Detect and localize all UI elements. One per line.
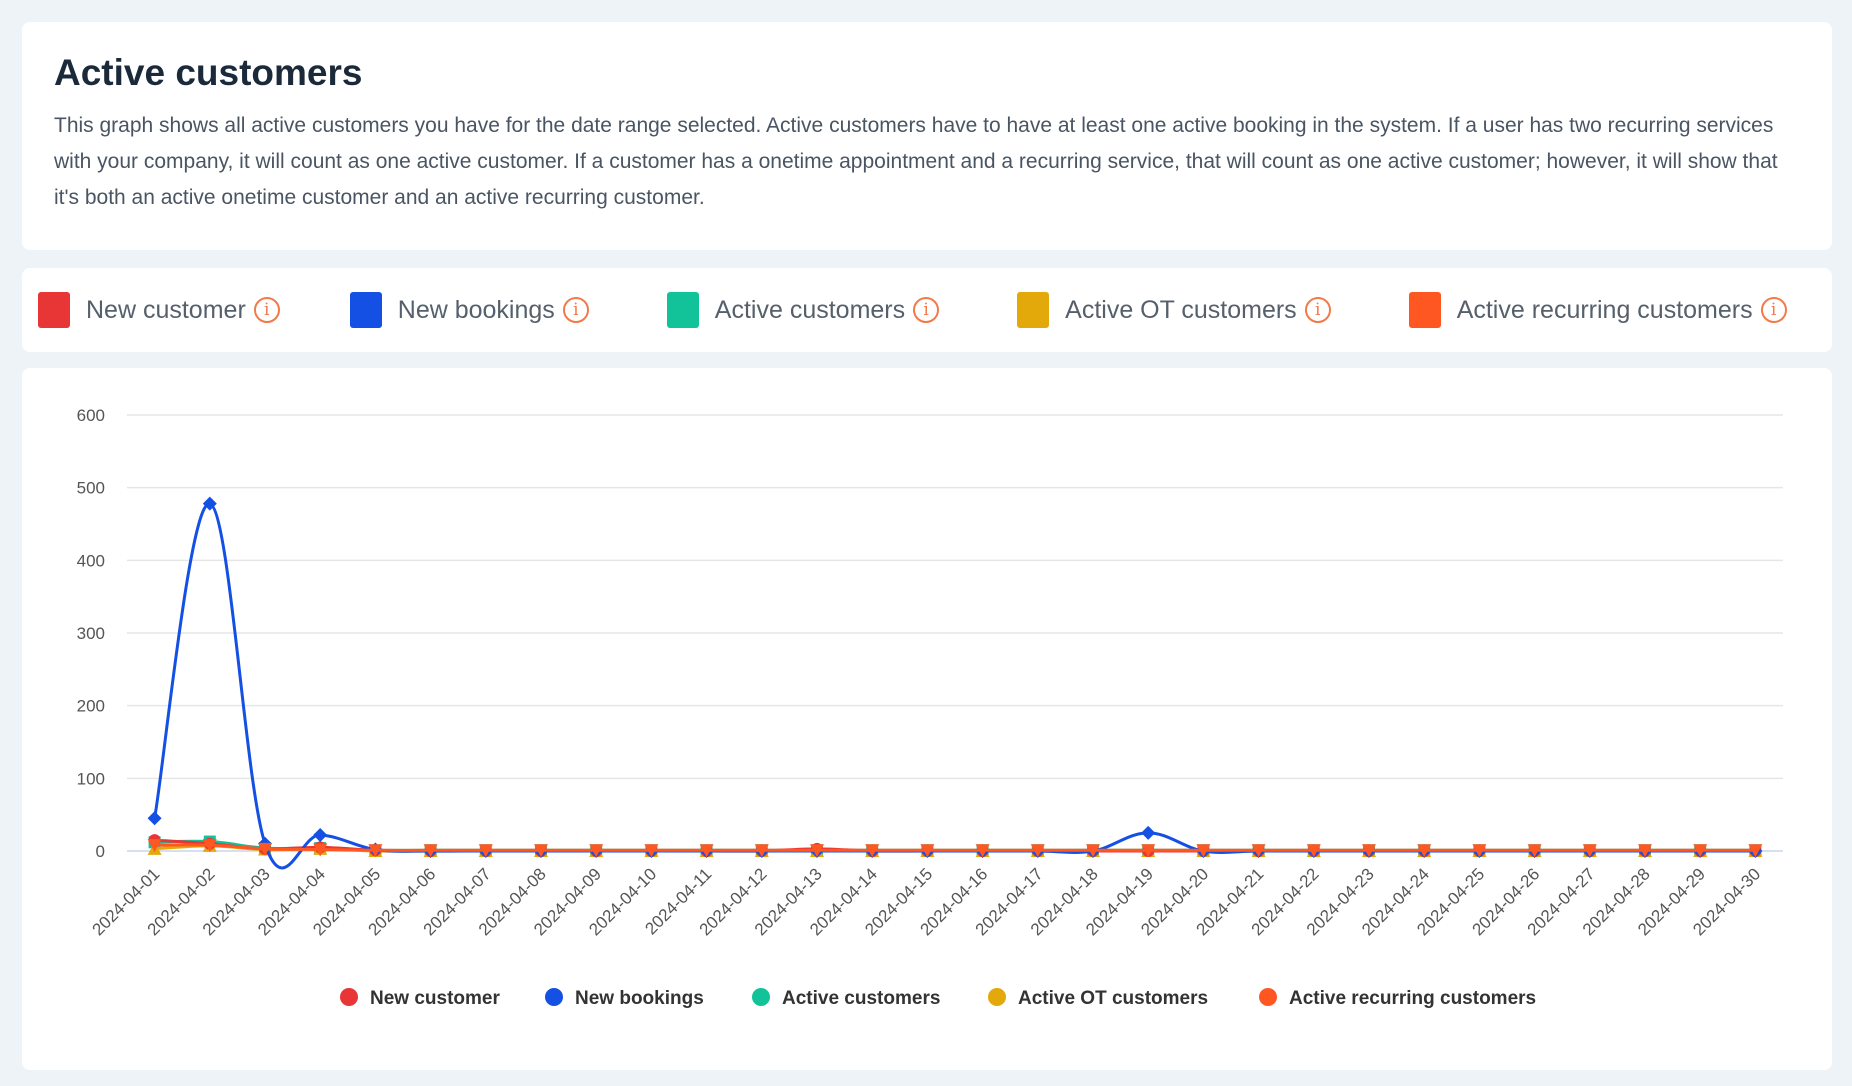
triangle-down-marker (1086, 844, 1100, 858)
triangle-down-marker (478, 844, 493, 858)
y-tick-label: 300 (77, 624, 105, 643)
triangle-down-marker (1472, 844, 1487, 858)
chart-legend-label: Active OT customers (1018, 988, 1208, 1009)
triangle-down-marker (258, 842, 272, 856)
chart-legend-label: New bookings (575, 988, 704, 1009)
triangle-down-marker (644, 844, 659, 858)
info-icon[interactable]: i (1304, 297, 1331, 323)
y-tick-label: 500 (77, 479, 105, 498)
y-tick-label: 400 (77, 551, 105, 570)
info-icon[interactable]: i (913, 297, 940, 323)
triangle-down-marker (423, 844, 438, 858)
triangle-down-marker (1582, 844, 1597, 858)
triangle-down-marker (1417, 844, 1432, 858)
legend-item[interactable]: Active customers i (666, 292, 940, 328)
legend-label: New bookings (397, 295, 555, 324)
series-line-1 (153, 502, 1756, 870)
diamond-marker (313, 828, 328, 843)
triangle-down-marker (313, 843, 328, 857)
triangle-down-marker (810, 844, 824, 858)
triangle-down-marker (1748, 844, 1763, 858)
triangle-down-marker (1362, 844, 1376, 858)
color-swatch (1408, 292, 1441, 328)
diamond-marker (147, 811, 162, 826)
y-tick-label: 0 (96, 842, 105, 861)
info-icon[interactable]: i (253, 297, 280, 323)
color-swatch (349, 292, 382, 328)
legend-item[interactable]: Active recurring customers i (1408, 292, 1787, 328)
legend-item[interactable]: Active OT customers i (1017, 292, 1331, 328)
line-chart: 01002003004005006002024-04-012024-04-022… (77, 406, 1783, 1009)
legend-item[interactable]: New customer i (38, 292, 280, 328)
legend-label: Active OT customers (1065, 295, 1297, 324)
triangle-down-marker (699, 844, 714, 858)
info-icon[interactable]: i (562, 297, 589, 323)
triangle-down-marker (368, 844, 383, 858)
chart-legend-label: Active recurring customers (1289, 988, 1536, 1009)
triangle-down-marker (1527, 844, 1542, 858)
legend-dot (988, 988, 1006, 1006)
legend-dot (752, 988, 770, 1006)
y-tick-label: 600 (77, 406, 105, 425)
page-title: Active customers (54, 52, 363, 93)
color-swatch (666, 292, 699, 328)
triangle-down-marker (147, 839, 162, 853)
color-swatch (1017, 292, 1050, 328)
series-legend: New customer i New bookings i Active custome… (22, 268, 1832, 352)
diamond-marker (1141, 825, 1156, 840)
series-line-4 (154, 843, 1756, 852)
legend-dot (545, 988, 563, 1006)
triangle-down-marker (920, 844, 935, 858)
triangle-down-marker (1141, 844, 1156, 858)
description: This graph shows all active customers yo… (54, 114, 1778, 209)
triangle-down-marker (1196, 844, 1211, 858)
legend-label: Active recurring customers (1456, 295, 1753, 324)
triangle-down-marker (534, 844, 548, 858)
chart-card: 0 100 200 300 400 500 600 2024-04-01 2024-04-02 2… (22, 368, 1832, 1070)
legend-label: Active customers (714, 295, 906, 324)
triangle-down-marker (975, 844, 990, 858)
intro-card: Active customers This graph shows all ac… (22, 22, 1832, 250)
triangle-down-marker (754, 844, 769, 858)
triangle-down-marker (1306, 844, 1321, 858)
triangle-down-marker (865, 844, 880, 858)
triangle-down-marker (202, 839, 217, 853)
info-icon[interactable]: i (1760, 297, 1787, 323)
triangle-down-marker (1693, 844, 1708, 858)
triangle-down-marker (589, 844, 604, 858)
legend-dot (1259, 988, 1277, 1006)
triangle-down-marker (1638, 844, 1652, 858)
chart-legend-label: Active customers (782, 988, 940, 1009)
legend-label: New customer (86, 295, 246, 324)
legend-item[interactable]: New bookings i (349, 292, 589, 328)
diamond-marker (202, 496, 217, 511)
legend-dot (340, 988, 358, 1006)
y-tick-label: 100 (77, 769, 105, 788)
triangle-down-marker (1030, 844, 1045, 858)
triangle-down-marker (1251, 844, 1266, 858)
color-swatch (38, 292, 70, 328)
chart-legend-label: New customer (370, 988, 500, 1009)
y-tick-label: 200 (77, 697, 105, 716)
